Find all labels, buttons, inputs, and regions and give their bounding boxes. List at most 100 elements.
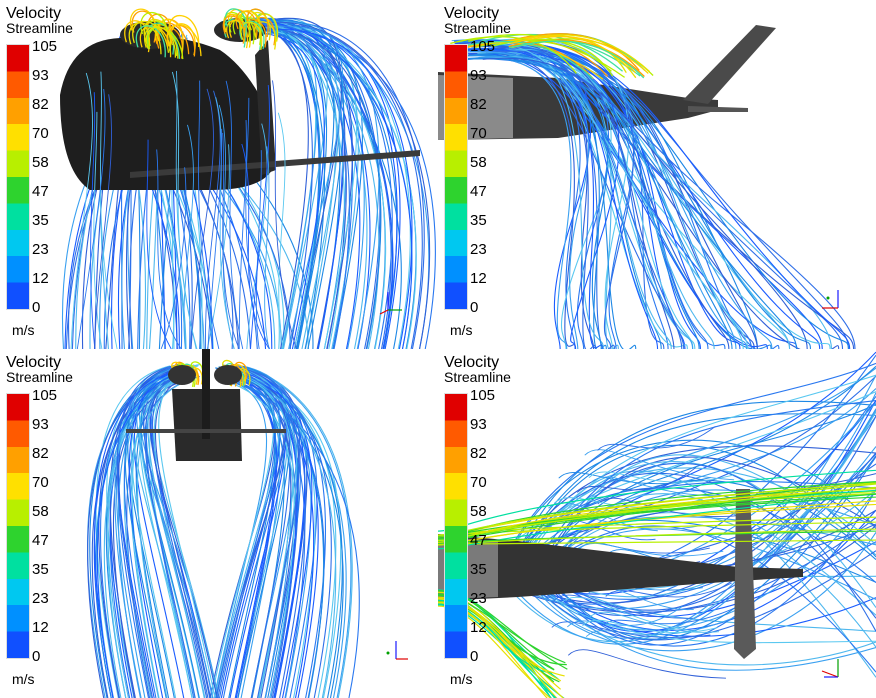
streamline <box>244 19 267 48</box>
streamline <box>221 378 344 698</box>
legend-tick: 105 <box>470 38 496 55</box>
legend-tick: 70 <box>32 125 49 142</box>
streamline <box>124 20 151 53</box>
streamline <box>239 16 262 45</box>
streamline <box>254 21 277 50</box>
streamline <box>516 446 876 610</box>
streamline <box>576 467 697 493</box>
velocity-legend: Velocity Streamline 105 93 82 70 58 47 3… <box>444 354 534 687</box>
axis-triad <box>821 659 839 678</box>
panel-side-view: Velocity Streamline 105 93 82 70 58 47 3… <box>438 0 876 349</box>
legend-tick: 0 <box>32 299 41 316</box>
streamline <box>144 371 196 698</box>
legend-tick: 23 <box>470 590 487 607</box>
velocity-legend: Velocity Streamline 105 93 82 70 58 47 3… <box>6 6 96 338</box>
streamline <box>190 88 214 349</box>
streamline <box>149 375 218 698</box>
streamline <box>468 52 577 349</box>
legend-tick: 35 <box>32 561 49 578</box>
legend-subtitle: Streamline <box>444 20 511 36</box>
streamline <box>597 426 716 451</box>
legend-tick: 70 <box>470 474 487 491</box>
streamline <box>198 80 220 349</box>
legend-tick: 105 <box>32 387 58 404</box>
streamline <box>147 367 206 698</box>
vertical-tail <box>202 349 210 439</box>
legend-tick: 70 <box>470 125 487 142</box>
streamline <box>96 366 194 698</box>
streamline <box>246 123 268 349</box>
legend-title: Velocity <box>6 354 62 371</box>
streamline <box>136 376 199 698</box>
legend-tick: 23 <box>32 590 49 607</box>
streamline <box>523 550 876 641</box>
vertical-tail <box>683 25 776 104</box>
streamline <box>502 362 876 562</box>
streamline <box>240 21 263 50</box>
streamline <box>438 530 876 544</box>
panel-front-view: Velocity Streamline 105 93 82 70 58 47 3… <box>0 349 438 698</box>
legend-colorbar <box>6 44 30 310</box>
legend-tick: 93 <box>470 416 487 433</box>
legend-tick: 105 <box>32 38 58 55</box>
legend-tick: 35 <box>32 212 49 229</box>
streamline <box>207 128 223 349</box>
streamline <box>236 365 352 698</box>
streamline <box>135 25 166 58</box>
streamline <box>238 10 261 39</box>
streamline <box>89 365 180 698</box>
streamline <box>109 363 179 698</box>
legend-tick: 58 <box>32 503 49 520</box>
streamline <box>232 364 332 698</box>
streamline <box>548 456 876 646</box>
legend-title: Velocity <box>444 354 500 371</box>
velocity-legend: Velocity Streamline 105 93 82 70 58 47 3… <box>6 354 96 687</box>
legend-title: Velocity <box>444 5 500 22</box>
aircraft-body <box>60 35 272 190</box>
streamline <box>259 29 413 349</box>
streamline-scene-isometric <box>60 8 436 349</box>
streamline <box>449 54 608 349</box>
streamline <box>215 372 281 698</box>
streamline <box>597 497 743 517</box>
streamline <box>242 377 313 698</box>
streamline <box>136 375 214 698</box>
streamline <box>246 8 269 37</box>
streamline <box>553 594 693 619</box>
axis-triad <box>379 292 402 315</box>
streamline <box>256 21 431 349</box>
streamline <box>506 46 683 349</box>
streamline <box>590 476 743 497</box>
velocity-legend: Velocity Streamline 105 93 82 70 58 47 3… <box>444 5 534 338</box>
streamline <box>541 582 876 671</box>
legend-colorbar <box>444 44 468 310</box>
legend-tick: 82 <box>32 445 49 462</box>
streamline <box>500 391 876 553</box>
streamline <box>70 72 93 349</box>
streamline <box>509 408 876 645</box>
axis-triad <box>822 290 839 309</box>
legend-unit: m/s <box>12 671 35 687</box>
legend-tick: 35 <box>470 561 487 578</box>
legend-tick: 82 <box>32 96 49 113</box>
streamline <box>260 26 358 349</box>
streamline <box>255 150 262 349</box>
streamline <box>510 36 649 74</box>
legend-tick: 58 <box>470 503 487 520</box>
legend-tick: 82 <box>470 445 487 462</box>
streamline <box>582 619 718 633</box>
streamline <box>145 26 179 59</box>
streamline <box>233 26 309 349</box>
streamline <box>265 20 344 349</box>
streamline <box>567 649 726 679</box>
legend-unit: m/s <box>12 322 35 338</box>
streamline <box>225 80 244 349</box>
streamline <box>238 97 250 349</box>
streamline <box>243 368 301 698</box>
streamline <box>535 388 876 551</box>
streamline <box>232 376 343 698</box>
streamline <box>486 43 768 349</box>
streamline <box>218 104 235 349</box>
horizontal-stabilizer <box>126 429 286 433</box>
streamline <box>532 519 876 583</box>
